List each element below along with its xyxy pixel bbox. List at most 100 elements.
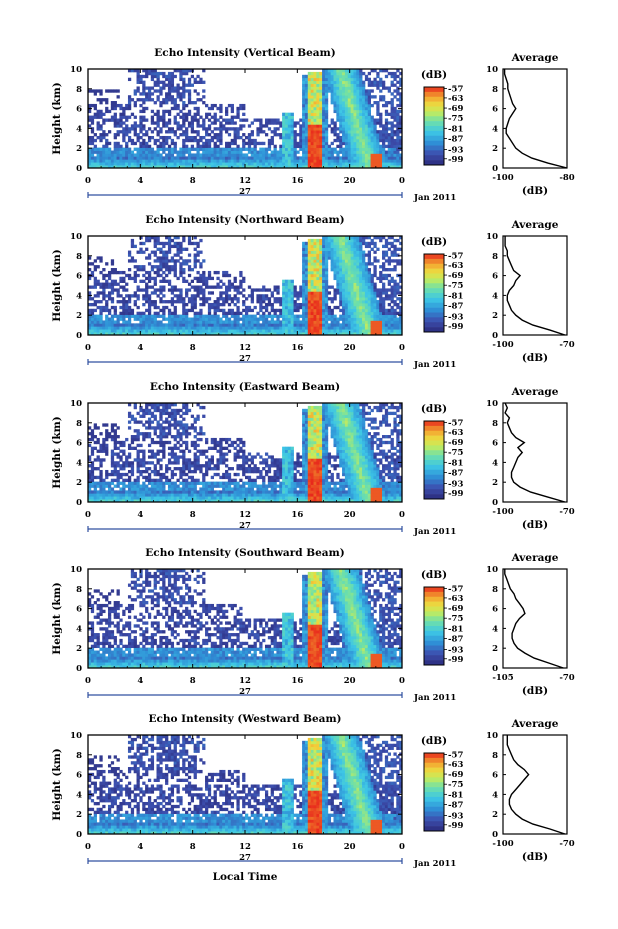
heatmap-cell xyxy=(322,250,326,254)
heatmap-cell xyxy=(399,262,403,266)
heatmap-cell xyxy=(290,150,294,154)
heatmap-cell xyxy=(205,115,209,119)
heatmap-cell xyxy=(202,329,206,333)
heatmap-cell xyxy=(376,323,380,327)
heatmap-cell xyxy=(262,300,266,304)
heatmap-cell xyxy=(282,285,286,289)
heatmap-cell xyxy=(313,317,317,321)
heatmap-cell xyxy=(173,314,177,318)
heatmap-cell xyxy=(179,291,183,295)
heatmap-cell xyxy=(287,305,292,310)
heatmap-cell xyxy=(139,326,143,330)
heatmap-cell xyxy=(344,247,349,251)
heatmap-cell xyxy=(324,112,329,116)
heatmap-cell xyxy=(116,124,120,128)
heatmap-cell xyxy=(287,326,292,330)
heatmap-cell xyxy=(239,103,243,108)
heatmap-cell xyxy=(284,314,289,318)
heatmap-cell xyxy=(333,288,337,292)
heatmap-cell xyxy=(165,159,169,163)
heatmap-cell xyxy=(153,314,157,318)
heatmap-cell xyxy=(336,80,340,84)
heatmap-cell xyxy=(88,443,92,448)
heatmap-cell xyxy=(96,481,100,485)
heatmap-cell xyxy=(253,288,257,292)
heatmap-cell xyxy=(384,109,389,114)
heatmap-cell xyxy=(376,112,380,116)
heatmap-cell xyxy=(296,297,300,301)
heatmap-cell xyxy=(156,159,160,163)
heatmap-cell xyxy=(187,238,192,243)
heatmap-cell xyxy=(350,288,354,292)
heatmap-cell xyxy=(316,250,320,254)
heatmap-cell xyxy=(376,121,380,125)
heatmap-cell xyxy=(342,103,346,108)
heatmap-cell xyxy=(347,86,352,90)
heatmap-cell xyxy=(393,332,397,336)
heatmap-cell xyxy=(190,305,195,310)
heatmap-cell xyxy=(382,268,386,272)
heatmap-cell xyxy=(182,124,186,128)
heatmap-cell xyxy=(185,165,189,169)
heatmap-cell xyxy=(182,112,186,116)
heatmap-cell xyxy=(216,323,220,327)
heatmap-cell xyxy=(225,285,229,289)
heatmap-cell xyxy=(342,69,346,73)
heatmap-cell xyxy=(250,133,254,137)
x-tick-label: 12 xyxy=(239,343,251,353)
heatmap-cell xyxy=(127,127,132,131)
heatmap-cell xyxy=(399,121,403,125)
heatmap-cell xyxy=(179,262,183,266)
heatmap-cell xyxy=(359,302,363,307)
heatmap-cell xyxy=(384,150,389,154)
heatmap-cell xyxy=(390,314,394,318)
heatmap-cell xyxy=(333,241,337,246)
heatmap-cell xyxy=(173,144,177,149)
heatmap-cell xyxy=(119,106,123,111)
heatmap-cell xyxy=(373,250,377,254)
heatmap-cell xyxy=(150,135,155,140)
heatmap-cell xyxy=(110,332,115,336)
heatmap-cell xyxy=(193,311,197,316)
heatmap-cell xyxy=(133,273,137,278)
heatmap-cell xyxy=(319,256,323,260)
heatmap-cell xyxy=(333,259,337,263)
heatmap-cell xyxy=(102,478,106,483)
heatmap-cell xyxy=(339,144,343,149)
heatmap-cell xyxy=(299,320,303,324)
heatmap-cell xyxy=(88,472,92,477)
heatmap-cell xyxy=(344,74,349,79)
heatmap-cell xyxy=(287,300,292,304)
heatmap-cell xyxy=(239,124,243,128)
heatmap-cell xyxy=(185,89,189,93)
heatmap-cell xyxy=(99,475,103,480)
heatmap-cell xyxy=(390,115,394,119)
heatmap-cell xyxy=(356,317,360,321)
heatmap-cell xyxy=(353,138,357,143)
heatmap-cell xyxy=(205,141,209,146)
heatmap-cell xyxy=(156,236,160,240)
heatmap-cell xyxy=(239,118,243,122)
heatmap-cell xyxy=(339,121,343,125)
heatmap-cell xyxy=(110,496,115,500)
heatmap-cell xyxy=(319,317,323,321)
heatmap-cell xyxy=(296,314,300,318)
heatmap-cell xyxy=(322,276,326,281)
heatmap-cell xyxy=(182,238,186,243)
heatmap-cell xyxy=(119,112,123,116)
heatmap-cell xyxy=(219,294,223,298)
heatmap-cell xyxy=(310,256,314,260)
heatmap-cell xyxy=(230,326,234,330)
heatmap-cell xyxy=(96,256,100,260)
heatmap-cell xyxy=(222,308,226,313)
heatmap-cell xyxy=(379,326,383,330)
heatmap-cell xyxy=(344,133,349,137)
heatmap-cell xyxy=(219,329,223,333)
heatmap-cell xyxy=(165,241,169,246)
heatmap-cell xyxy=(90,262,95,266)
heatmap-cell xyxy=(373,101,377,105)
heatmap-cell xyxy=(390,162,394,166)
heatmap-cell xyxy=(162,329,166,333)
heatmap-cell xyxy=(359,273,363,278)
heatmap-cell xyxy=(356,92,360,96)
